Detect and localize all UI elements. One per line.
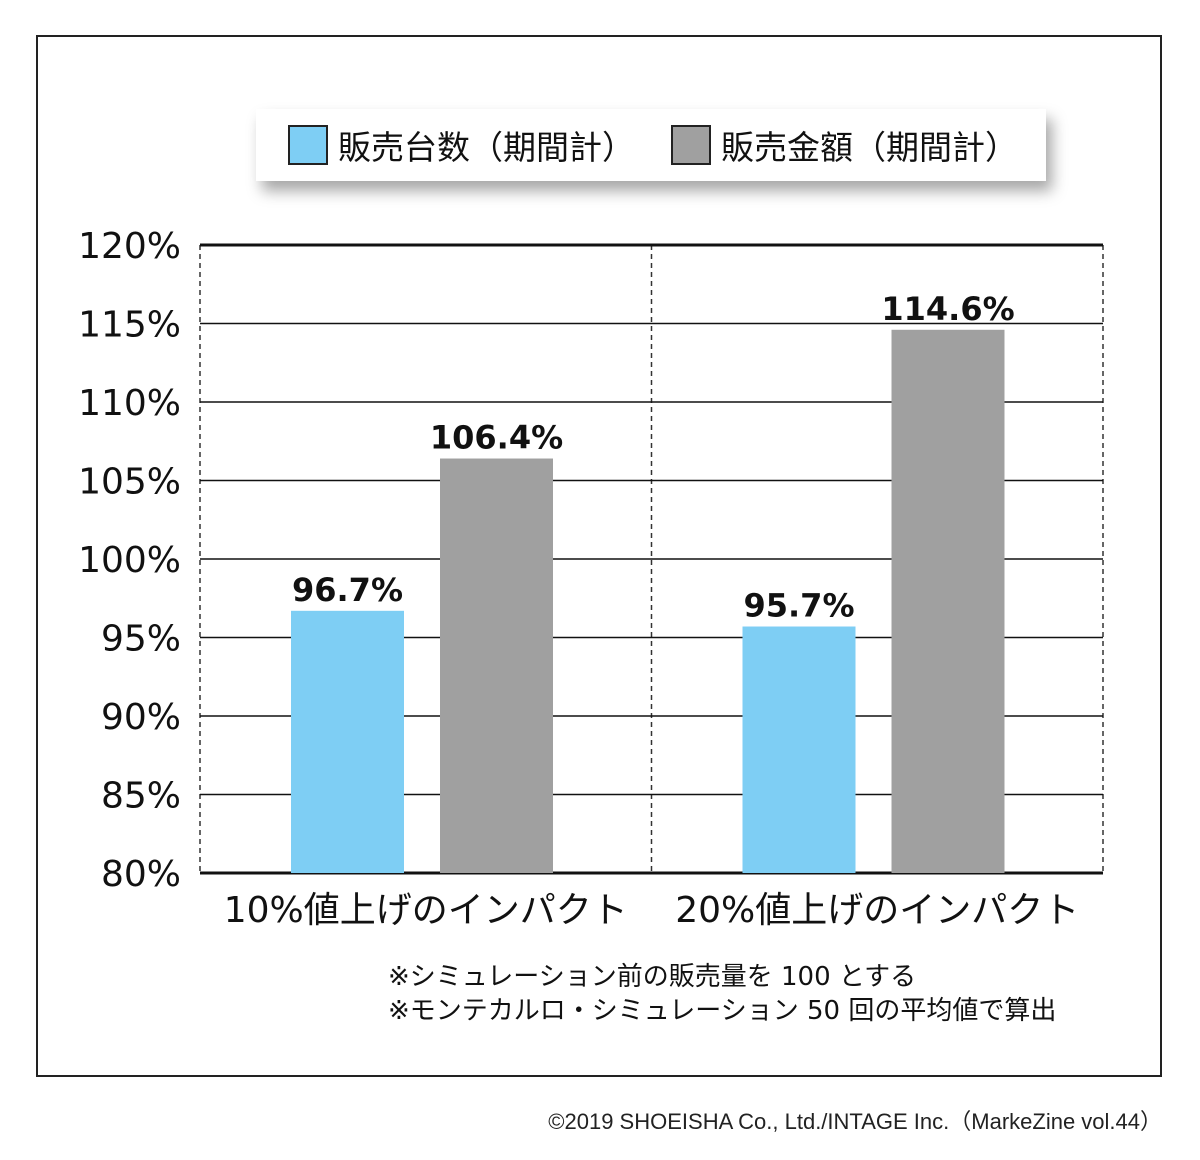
y-tick-label: 115%: [78, 305, 181, 346]
legend: 販売台数（期間計） 販売金額（期間計）: [256, 109, 1046, 181]
notes: ※シミュレーション前の販売量を 100 とする ※モンテカルロ・シミュレーション…: [388, 960, 1056, 1028]
bar: [742, 626, 856, 873]
bar: [440, 458, 553, 873]
y-tick-label: 85%: [101, 776, 181, 817]
legend-label-amount: 販売金額（期間計）: [721, 128, 1018, 167]
chart-frame: [36, 35, 1162, 1077]
y-tick-label: 90%: [101, 697, 181, 738]
note-line-1: ※シミュレーション前の販売量を 100 とする: [388, 962, 917, 992]
data-label: 114.6%: [881, 290, 1014, 328]
y-tick-label: 110%: [78, 383, 181, 424]
legend-label-units: 販売台数（期間計）: [338, 128, 635, 167]
legend-item-amount: 販売金額（期間計）: [671, 121, 1018, 169]
y-tick-label: 80%: [101, 854, 181, 895]
data-label: 106.4%: [430, 419, 563, 457]
legend-swatch-units: [288, 125, 328, 165]
bar: [291, 610, 404, 873]
legend-item-units: 販売台数（期間計）: [288, 121, 635, 169]
x-category-label: 10%値上げのインパクト: [224, 890, 628, 931]
data-label: 96.7%: [292, 571, 403, 609]
y-tick-label: 100%: [78, 540, 181, 581]
y-tick-label: 120%: [78, 226, 181, 267]
legend-swatch-amount: [671, 125, 711, 165]
x-category-label: 20%値上げのインパクト: [675, 890, 1079, 931]
y-tick-label: 105%: [78, 462, 181, 503]
y-tick-label: 95%: [101, 619, 181, 660]
note-line-2: ※モンテカルロ・シミュレーション 50 回の平均値で算出: [388, 996, 1057, 1026]
data-label: 95.7%: [743, 587, 854, 625]
copyright-credit: ©2019 SHOEISHA Co., Ltd./INTAGE Inc.（Mar…: [548, 1109, 1162, 1134]
bar: [891, 329, 1005, 873]
